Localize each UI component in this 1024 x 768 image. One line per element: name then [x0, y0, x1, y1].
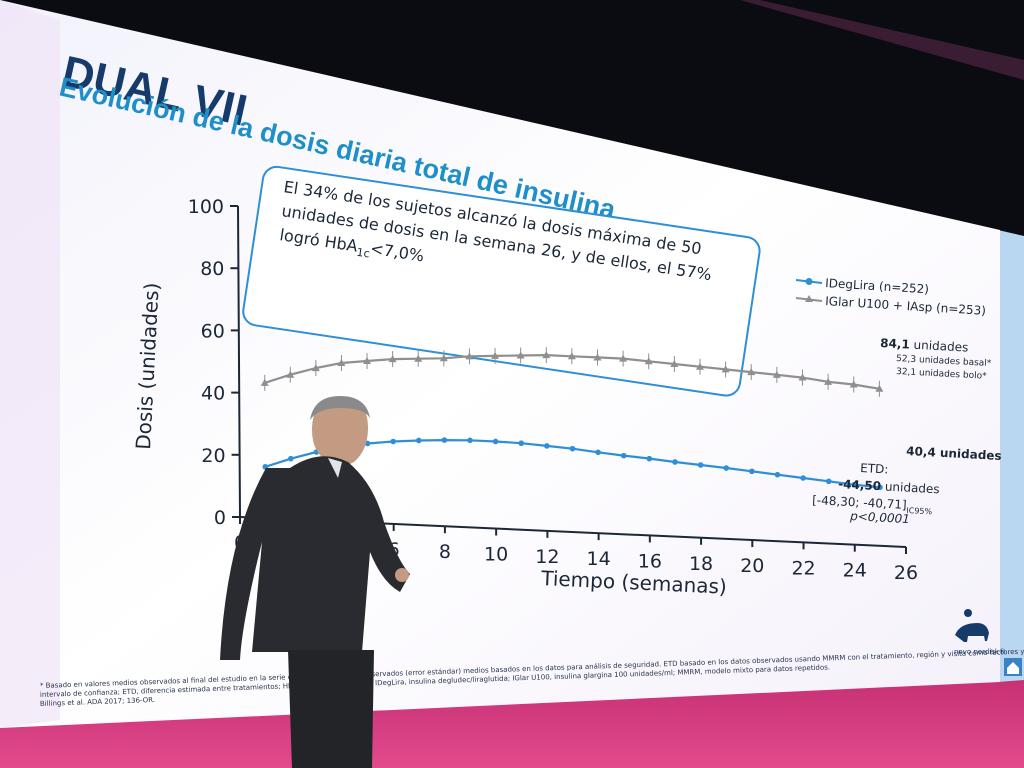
etd-label: ETD:	[860, 461, 889, 476]
presenter-jacket	[220, 456, 410, 660]
p-value: p<0,0001	[849, 509, 910, 526]
iglar-data-point	[311, 364, 320, 372]
callout-line-3-sub: 1c	[356, 246, 371, 261]
ideglira-data-point	[723, 465, 730, 471]
x-tick-label: 16	[638, 550, 662, 572]
presenter-hair	[310, 396, 370, 420]
iglar-data-point	[824, 377, 833, 385]
iglar-data-point	[439, 354, 448, 362]
legend-label-ideglira: IDegLira (n=252)	[825, 276, 929, 296]
home-icon[interactable]	[1004, 658, 1022, 676]
iglar-data-point	[695, 362, 704, 370]
ideglira-data-point	[544, 443, 550, 449]
etd-ci-annotation: [-48,30; -40,71]IC95%	[812, 493, 933, 516]
ideglira-data-point	[415, 437, 422, 444]
series-layer	[260, 347, 884, 491]
y-tick-label: 40	[201, 383, 225, 405]
ideglira-data-point	[288, 455, 294, 462]
x-ticks: 02468101214161820222426	[234, 517, 918, 584]
iglar-data-point	[875, 384, 884, 392]
etd-value: -44,50	[838, 477, 882, 493]
iglar-end-value: 84,1	[880, 336, 910, 352]
ideglira-data-point	[390, 438, 396, 445]
y-tick-label: 60	[201, 320, 225, 342]
iglar-data-point	[363, 357, 372, 365]
iglar-data-point	[286, 370, 295, 378]
y-axis	[237, 205, 241, 518]
iglar-data-point	[388, 355, 397, 363]
ideglira-data-point	[697, 462, 704, 468]
ideglira-data-point	[646, 455, 653, 462]
iglar-data-point	[567, 352, 576, 360]
ideglira-data-point	[595, 449, 601, 456]
iglar-data-point	[849, 380, 858, 388]
ideglira-data-point	[825, 478, 832, 485]
x-tick-label: 10	[484, 544, 508, 566]
iglar-data-point	[644, 357, 653, 365]
iglar-end-unit: unidades	[909, 338, 968, 355]
ceiling-light-strip	[740, 0, 1024, 80]
y-tick-label: 0	[214, 507, 226, 529]
ideglira-data-point	[749, 468, 755, 475]
ideglira-data-point	[492, 438, 499, 445]
presenter-head	[312, 398, 368, 466]
x-tick-label: 14	[587, 548, 611, 570]
x-tick-label: 8	[439, 541, 451, 563]
y-tick-label: 80	[200, 258, 224, 280]
iglar-data-point	[772, 370, 781, 378]
x-tick-label: 18	[689, 553, 713, 575]
iglar-data-point	[542, 351, 551, 359]
presenter-legs	[288, 650, 374, 768]
x-tick-label: 20	[740, 555, 764, 577]
ideglira-data-point	[620, 452, 627, 459]
legend-marker-iglar	[805, 295, 813, 302]
iglar-data-point	[414, 354, 423, 362]
iglar-data-point	[721, 365, 730, 373]
iglar-data-point	[491, 351, 500, 359]
iglar-data-point	[337, 359, 346, 367]
logo-text: novo nordisk®	[954, 648, 1006, 656]
iglar-data-point	[619, 354, 628, 362]
y-ticks: 0 20 40 60 80 100	[188, 196, 240, 529]
x-tick-label: 26	[894, 562, 918, 584]
etd-unit: unidades	[881, 479, 940, 496]
iglar-data-point	[593, 353, 602, 361]
ideglira-end-annotation: 40,4 unidades	[906, 444, 1002, 463]
etd-ci-sub: IC95%	[906, 506, 933, 516]
iglar-data-point	[516, 351, 525, 359]
apis-bull-icon	[955, 609, 989, 642]
ideglira-data-point	[877, 484, 883, 491]
ideglira-data-point	[851, 481, 858, 488]
x-tick-label: 24	[843, 560, 867, 582]
slide-left-glow	[0, 0, 60, 728]
ideglira-data-point	[467, 437, 473, 444]
presenter	[220, 396, 410, 768]
ideglira-data-point	[518, 440, 525, 447]
x-tick-label: 12	[535, 546, 559, 568]
ideglira-data-point	[569, 445, 576, 452]
iglar-bolus-annotation: 32,1 unidades bolo*	[896, 367, 987, 382]
legend-marker-ideglira	[805, 278, 813, 285]
ideglira-data-point	[774, 471, 781, 478]
novo-nordisk-logo: novo nordisk®	[954, 609, 1006, 656]
presenter-hand	[395, 568, 409, 582]
x-tick-label: 22	[791, 557, 815, 579]
y-tick-label: 20	[201, 445, 225, 467]
iglar-data-point	[465, 352, 474, 360]
iglar-data-point	[260, 378, 269, 386]
presenter-shirt	[328, 458, 342, 478]
ideglira-data-point	[800, 475, 806, 481]
etd-ci: [-48,30; -40,71]	[812, 493, 907, 512]
etd-annotation: -44,50 unidades	[838, 477, 940, 496]
iglar-data-point	[798, 373, 807, 381]
ideglira-data-point	[441, 437, 448, 443]
iglar-end-annotation: 84,1 unidades	[880, 336, 969, 355]
y-tick-label: 100	[188, 196, 224, 218]
right-side-panel	[998, 230, 1024, 682]
iglar-data-point	[670, 360, 679, 368]
iglar-data-point	[747, 368, 756, 376]
ideglira-data-point	[672, 459, 678, 465]
